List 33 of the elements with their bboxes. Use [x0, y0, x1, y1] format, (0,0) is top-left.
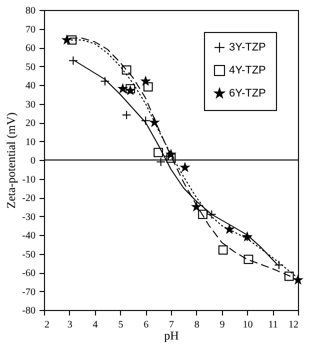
y-tick-label: 10 [26, 136, 36, 148]
y-tick-label: 20 [26, 118, 36, 129]
y-tick-label: 40 [26, 80, 36, 92]
y-tick-label: -30 [22, 212, 36, 223]
y-axis-title: Zeta-potential (mV) [4, 112, 18, 209]
x-tick-label: 8 [194, 320, 200, 330]
y-tick-label: 30 [26, 99, 36, 110]
y-tick-label: -60 [22, 268, 36, 279]
x-tick-label: 4 [92, 320, 98, 330]
y-tick-label: 70 [26, 24, 36, 36]
y-tick-label: -20 [22, 193, 36, 204]
y-tick-label: -80 [22, 306, 36, 316]
x-tick-label: 6 [144, 320, 149, 330]
y-tick-label: 50 [26, 62, 36, 73]
x-tick-label: 11 [268, 320, 278, 330]
x-tick-label: 7 [169, 320, 174, 330]
legend-label: 3Y-TZP [229, 42, 266, 54]
x-tick-label: 10 [242, 320, 253, 330]
x-tick-label: 3 [67, 320, 72, 330]
legend-label: 4Y-TZP [229, 64, 266, 76]
x-tick-label: 2 [44, 320, 50, 330]
x-tick-label: 12 [288, 320, 298, 330]
y-tick-label: 60 [26, 43, 36, 54]
y-tick-label: -10 [22, 174, 36, 186]
x-axis-title: pH [164, 328, 180, 342]
x-tick-label: 9 [220, 320, 225, 330]
y-tick-label: -70 [22, 286, 36, 298]
y-tick-label: 0 [30, 156, 36, 166]
y-tick-label: 80 [26, 6, 36, 16]
y-tick-label: -50 [22, 249, 36, 260]
legend-label: 6Y-TZP [229, 88, 266, 100]
y-tick-label: -40 [22, 230, 36, 242]
x-tick-label: 5 [118, 320, 124, 330]
